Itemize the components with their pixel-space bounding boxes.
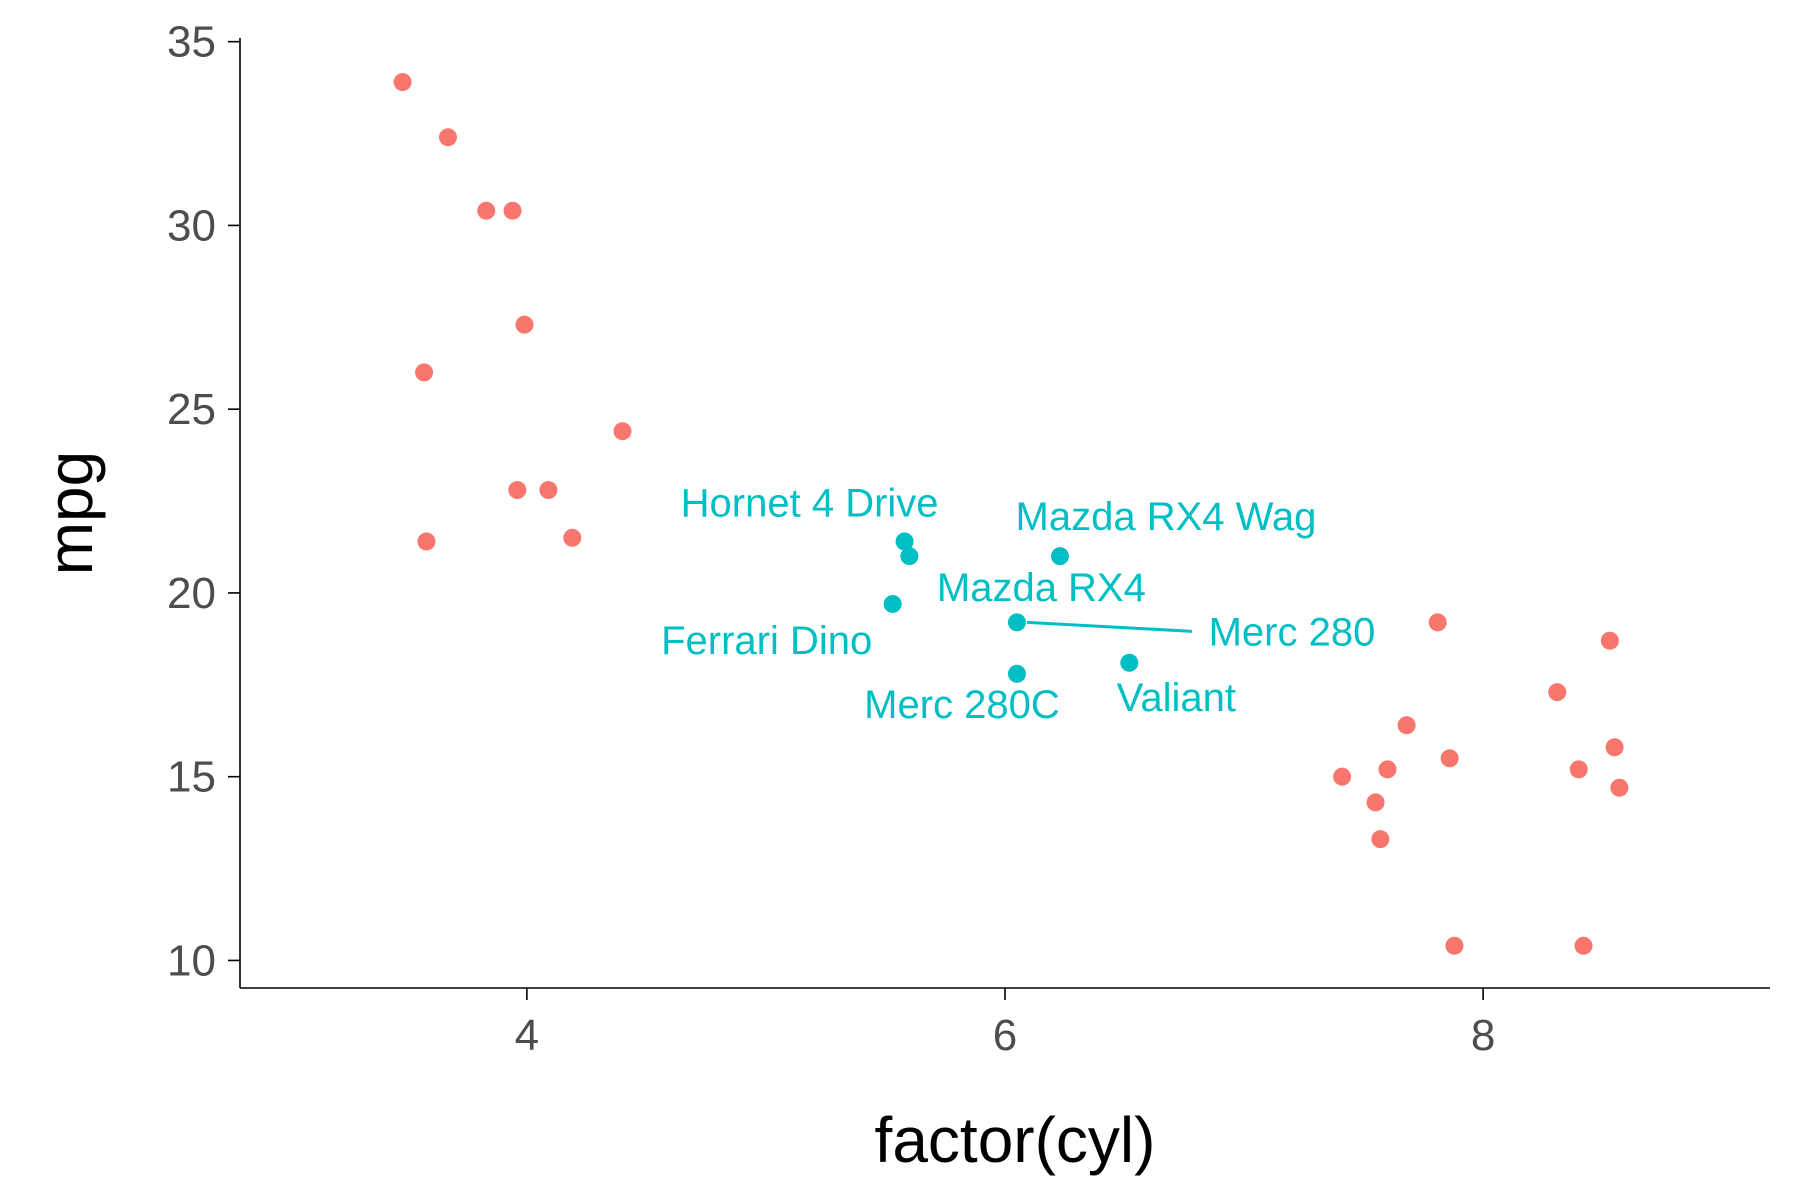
x-tick-label: 6 — [993, 1011, 1017, 1060]
highlight-point — [1050, 547, 1069, 566]
data-point — [1548, 683, 1567, 702]
data-point — [1366, 793, 1385, 812]
point-label: Merc 280 — [1209, 610, 1376, 654]
point-label: Hornet 4 Drive — [681, 481, 939, 525]
point-label: Valiant — [1117, 676, 1236, 720]
data-point — [539, 481, 558, 500]
label-leader-line — [1026, 620, 1193, 633]
highlight-point — [1120, 653, 1139, 672]
data-point — [1605, 738, 1624, 757]
point-labels: Hornet 4 Drive Mazda RX4 Wag Mazda RX4 Ferr… — [661, 481, 1375, 726]
data-points — [393, 73, 1629, 955]
data-point — [1574, 936, 1593, 955]
data-point — [1428, 613, 1447, 632]
data-point — [1569, 760, 1588, 779]
data-point — [515, 315, 534, 334]
highlight-point — [900, 547, 919, 566]
data-point — [1600, 631, 1619, 650]
data-point — [508, 481, 527, 500]
data-point — [1440, 749, 1459, 768]
data-point — [393, 73, 412, 92]
x-tick-label: 4 — [515, 1011, 539, 1060]
data-point — [1378, 760, 1397, 779]
data-point — [503, 201, 522, 220]
y-tick-label: 10 — [167, 936, 216, 985]
data-point — [1371, 830, 1390, 849]
y-tick-label: 15 — [167, 753, 216, 802]
data-point — [1610, 778, 1629, 797]
point-label: Merc 280C — [864, 683, 1060, 727]
data-point — [417, 532, 436, 551]
point-label: Ferrari Dino — [661, 619, 872, 663]
data-point — [613, 422, 632, 441]
data-point — [1445, 936, 1464, 955]
x-axis-title: factor(cyl) — [875, 1104, 1156, 1176]
data-point — [477, 201, 496, 220]
highlight-point — [1007, 664, 1026, 683]
highlight-point — [895, 532, 914, 551]
data-point — [438, 128, 457, 147]
y-tick-label: 30 — [167, 201, 216, 250]
y-axis-title: mpg — [34, 451, 106, 576]
point-label: Mazda RX4 Wag — [1016, 495, 1317, 539]
data-point — [1333, 767, 1352, 786]
point-label: Mazda RX4 — [937, 566, 1146, 610]
y-tick-label: 20 — [167, 569, 216, 618]
data-point — [563, 528, 582, 547]
x-tick-label: 8 — [1471, 1011, 1495, 1060]
data-point — [1397, 716, 1416, 735]
data-point — [415, 363, 434, 382]
y-tick-label: 25 — [167, 385, 216, 434]
axes: 10 15 20 25 30 35 4 6 8 — [167, 18, 1770, 1060]
highlight-point — [1007, 613, 1026, 632]
y-tick-label: 35 — [167, 18, 216, 67]
highlight-point — [883, 594, 902, 613]
